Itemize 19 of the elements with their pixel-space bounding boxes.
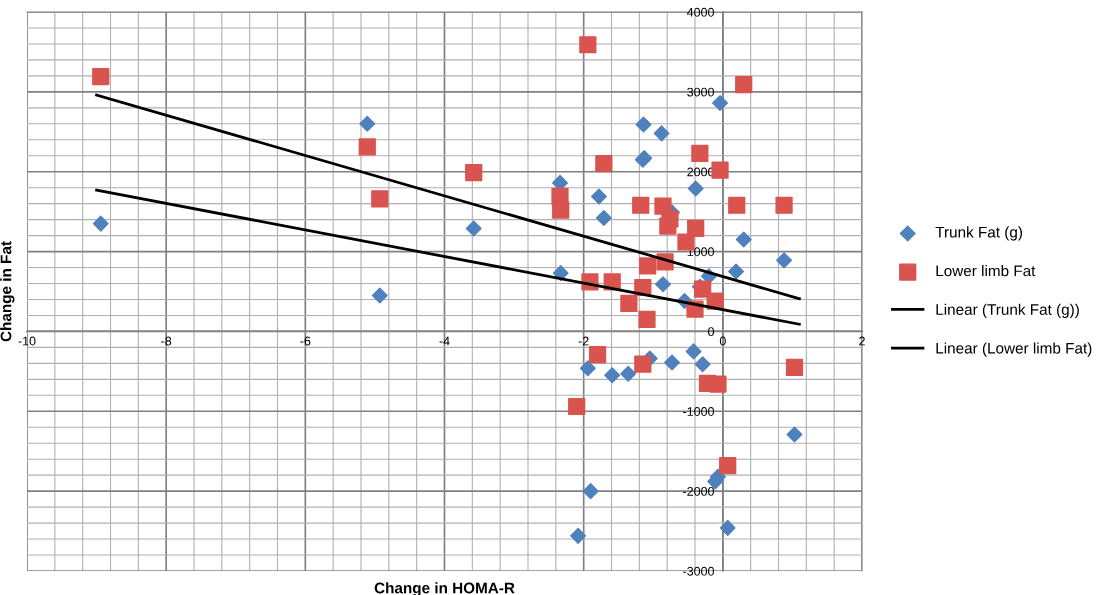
y-axis-title: Change in Fat — [0, 241, 15, 342]
legend-label: Lower limb Fat — [936, 265, 1036, 277]
y-tick-label: -2000 — [683, 486, 715, 496]
legend-label: Linear (Lower limb Fat) — [936, 342, 1092, 357]
x-tick-label: 0 — [719, 336, 726, 346]
x-tick-label: -2 — [578, 336, 589, 346]
legend-label: Linear (Trunk Fat (g)) — [936, 303, 1079, 318]
y-tick-label: 0 — [708, 327, 715, 337]
y-tick-label: -1000 — [683, 407, 715, 416]
y-tick-label: 1000 — [687, 247, 715, 257]
x-tick-label: -10 — [18, 336, 36, 346]
legend-label: Trunk Fat (g) — [935, 226, 1022, 241]
x-tick-label: 2 — [859, 336, 865, 346]
y-tick-label: 3000 — [687, 87, 715, 97]
x-tick-label: -6 — [300, 336, 311, 346]
x-tick-label: -4 — [439, 336, 450, 346]
x-tick-label: -8 — [161, 336, 172, 346]
y-tick-label: 4000 — [686, 7, 715, 17]
y-tick-label: -3000 — [683, 566, 715, 576]
